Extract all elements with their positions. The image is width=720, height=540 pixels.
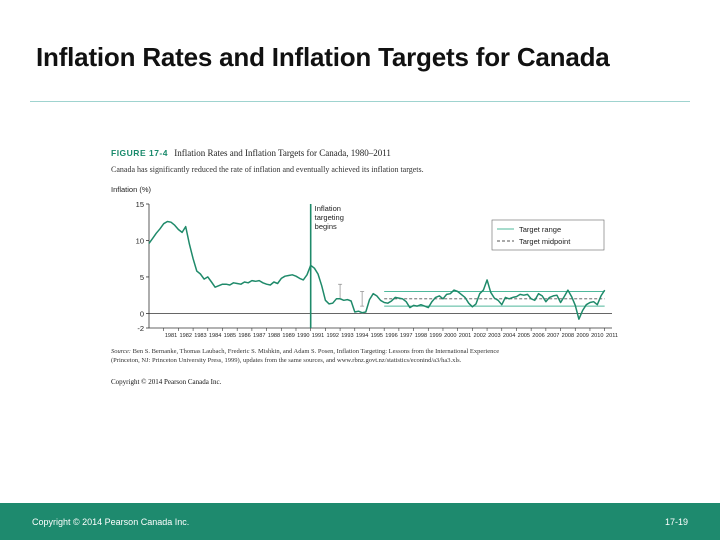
y-tick-label: -2 xyxy=(137,324,144,333)
figure-title: Inflation Rates and Inflation Targets fo… xyxy=(174,148,391,158)
x-tick-label: 2001 xyxy=(459,333,471,339)
x-tick-label: 2003 xyxy=(488,333,500,339)
x-tick-label: 2010 xyxy=(591,333,603,339)
x-tick-label: 2011 xyxy=(606,333,618,339)
x-tick-label: 2005 xyxy=(518,333,530,339)
x-tick-label: 1994 xyxy=(356,333,368,339)
x-tick-label: 1998 xyxy=(415,333,427,339)
title-divider xyxy=(30,101,690,102)
x-tick-label: 1989 xyxy=(282,333,294,339)
y-tick-label: 5 xyxy=(140,273,144,282)
x-tick-label: 1985 xyxy=(224,333,236,339)
annotation-text: begins xyxy=(315,222,337,231)
slide-title: Inflation Rates and Inflation Targets fo… xyxy=(36,42,610,72)
y-tick-label: 10 xyxy=(136,236,144,245)
x-tick-label: 2002 xyxy=(473,333,485,339)
x-tick-label: 1991 xyxy=(312,333,324,339)
x-tick-label: 1984 xyxy=(209,333,221,339)
source-note-line-1: Source: Ben S. Bernanke, Thomas Laubach,… xyxy=(111,348,499,355)
x-tick-label: 2008 xyxy=(562,333,574,339)
y-axis-ticks: 15 10 5 0 -2 xyxy=(136,200,149,333)
x-tick-label: 1996 xyxy=(385,333,397,339)
x-tick-label: 1997 xyxy=(400,333,412,339)
x-tick-label: 1988 xyxy=(268,333,280,339)
annotation-text: Inflation xyxy=(315,204,341,213)
legend-label: Target midpoint xyxy=(519,237,571,246)
x-tick-label: 2006 xyxy=(532,333,544,339)
x-tick-label: 1993 xyxy=(341,333,353,339)
x-tick-label: 1992 xyxy=(327,333,339,339)
x-tick-label: 1982 xyxy=(180,333,192,339)
y-axis-label: Inflation (%) xyxy=(111,185,152,194)
x-tick-label: 1999 xyxy=(429,333,441,339)
x-tick-label: 2009 xyxy=(576,333,588,339)
x-tick-label: 1983 xyxy=(194,333,206,339)
x-tick-label: 1987 xyxy=(253,333,265,339)
source-note-line-2: (Princeton, NJ: Princeton University Pre… xyxy=(111,357,462,364)
footer-copyright: Copyright © 2014 Pearson Canada Inc. xyxy=(32,517,190,527)
figure-caption: Canada has significantly reduced the rat… xyxy=(111,165,424,174)
figure-label: FIGURE 17-4 xyxy=(111,148,168,158)
figure-header: FIGURE 17-4 Inflation Rates and Inflatio… xyxy=(111,148,391,158)
inflation-series xyxy=(148,220,606,320)
y-tick-label: 15 xyxy=(136,200,144,209)
x-axis-ticks: 1981 1982 1983 1984 1985 1986 1987 1988 1989 1990… xyxy=(163,328,618,339)
x-tick-label: 2007 xyxy=(547,333,559,339)
figure-copyright: Copyright © 2014 Pearson Canada Inc. xyxy=(111,378,222,386)
annotation-text: targeting xyxy=(315,213,344,222)
x-tick-label: 1981 xyxy=(165,333,177,339)
inflation-line xyxy=(148,220,606,320)
source-text-1: Ben S. Bernanke, Thomas Laubach, Frederi… xyxy=(132,348,500,355)
legend-box xyxy=(491,219,605,251)
x-tick-label: 1995 xyxy=(371,333,383,339)
x-tick-label: 2000 xyxy=(444,333,456,339)
legend-label: Target range xyxy=(519,225,561,234)
y-tick-label: 0 xyxy=(140,309,144,318)
source-label: Source: xyxy=(111,348,131,355)
chart-legend: Target range Target midpoint xyxy=(491,219,605,251)
x-tick-label: 1990 xyxy=(297,333,309,339)
x-tick-label: 1986 xyxy=(238,333,250,339)
x-tick-label: 2004 xyxy=(503,333,515,339)
axes xyxy=(148,204,612,329)
slide-number: 17-19 xyxy=(664,517,688,527)
footer-bar: Copyright © 2014 Pearson Canada Inc. 17-… xyxy=(0,503,720,540)
